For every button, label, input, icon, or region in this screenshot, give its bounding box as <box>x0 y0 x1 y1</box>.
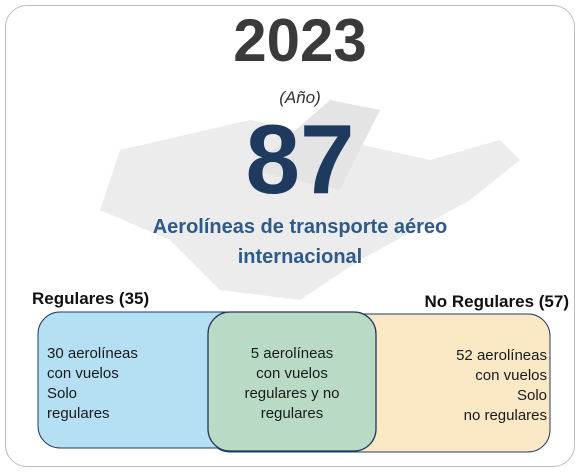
right-region-text: 52 aerolíneas con vuelos Solo no regular… <box>456 346 547 426</box>
text-line: Solo <box>456 386 547 406</box>
left-region-text: 30 aerolíneas con vuelos Solo regulares <box>47 344 138 424</box>
text-line: 30 aerolíneas <box>47 344 138 364</box>
text-line: regulares <box>47 404 138 424</box>
text-line: con vuelos <box>208 364 376 384</box>
text-line: no regulares <box>456 406 547 426</box>
text-line: 52 aerolíneas <box>456 346 547 366</box>
text-line: regulares <box>208 404 376 424</box>
text-line: con vuelos <box>47 364 138 384</box>
infographic: 2023 (Año) 87 Aerolíneas de transporte a… <box>0 0 581 472</box>
text-line: 5 aerolíneas <box>208 344 376 364</box>
overlap-text: 5 aerolíneas con vuelos regulares y no r… <box>208 344 376 424</box>
text-line: con vuelos <box>456 366 547 386</box>
text-line: Solo <box>47 384 138 404</box>
text-line: regulares y no <box>208 384 376 404</box>
